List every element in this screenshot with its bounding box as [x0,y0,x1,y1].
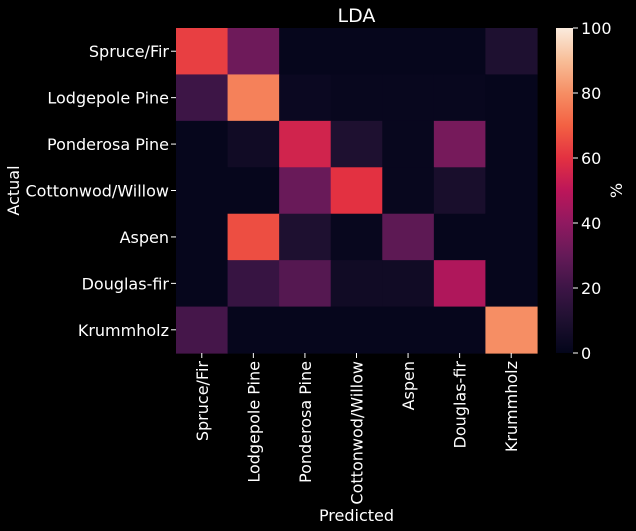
heatmap-cell [227,213,280,261]
y-axis-ticks: Spruce/Fir Lodgepole Pine Ponderosa Pine Co… [25,42,176,340]
heatmap-cell [330,120,383,168]
heatmap-cell [330,260,383,308]
heatmap-cell [382,260,435,308]
x-tick-label: Ponderosa Pine [296,361,315,483]
heatmap-cell [433,120,487,168]
heatmap-cell [279,306,332,354]
x-axis-title: Predicted [319,506,394,525]
x-axis-ticks: Spruce/Fir Lodgepole Pine Ponderosa Pine Co… [193,353,521,505]
x-tick-label: Krummholz [502,361,521,452]
y-tick-label: Cottonwod/Willow [25,182,169,201]
heatmap-cell [279,260,332,308]
y-tick-label: Krummholz [78,321,169,340]
heatmap-cell [382,120,435,168]
colorbar-tick-label: 0 [581,344,591,363]
heatmap-cell [382,213,435,261]
heatmap-cell [433,260,487,308]
heatmap-cell [382,167,435,215]
chart-title: LDA [338,5,376,27]
x-tick-label: Cottonwod/Willow [347,361,366,505]
heatmap-cell [176,260,229,308]
heatmap-cell [485,74,538,122]
colorbar-tick-label: 40 [581,214,601,233]
x-tick-label: Lodgepole Pine [244,361,263,483]
heatmap-cell [382,306,435,354]
heatmap-cell [227,28,280,76]
y-axis-title: Actual [4,165,23,215]
heatmap-cell [227,306,280,354]
colorbar-tick-label: 60 [581,149,601,168]
heatmap-cell [176,306,229,354]
heatmap-cell [227,74,280,122]
heatmap-cell [485,28,538,76]
colorbar-tick-label: 20 [581,279,601,298]
y-tick-label: Ponderosa Pine [47,135,169,154]
heatmap-cell [485,260,538,308]
heatmap-cell [382,74,435,122]
colorbar [556,28,573,354]
colorbar-label: % [607,183,626,198]
colorbar-tick-label: 100 [581,19,612,38]
heatmap-cell [433,213,487,261]
x-tick-label: Aspen [399,361,418,410]
heatmap-cell [279,167,332,215]
heatmap-cell [279,74,332,122]
x-tick-label: Spruce/Fir [193,361,212,442]
heatmap-cell [176,213,229,261]
y-tick-label: Douglas-fir [82,274,170,293]
heatmap-cell [279,28,332,76]
heatmap-cell [433,306,487,354]
y-tick-label: Aspen [120,228,169,247]
heatmap-cell [176,120,229,168]
heatmap-cell [176,167,229,215]
y-tick-label: Lodgepole Pine [47,89,169,108]
heatmap-cell [227,120,280,168]
heatmap-cell [330,306,383,354]
y-tick-label: Spruce/Fir [89,42,170,61]
heatmap-cell [279,120,332,168]
colorbar-ticks: 0 20 40 60 80 100 [573,19,612,363]
colorbar-tick-label: 80 [581,84,601,103]
x-tick-label: Douglas-fir [451,361,470,449]
heatmap-cell [330,213,383,261]
heatmap-cell [227,167,280,215]
heatmap-cell [485,120,538,168]
heatmap-cell [433,167,487,215]
heatmap-cell [227,260,280,308]
heatmap-cells [176,28,538,354]
heatmap-cell [330,28,383,76]
heatmap-cell [382,28,435,76]
heatmap-cell [485,167,538,215]
heatmap-cell [485,306,538,354]
heatmap-cell [279,213,332,261]
heatmap-cell [433,28,487,76]
heatmap-cell [330,74,383,122]
heatmap-cell [176,28,229,76]
heatmap-cell [330,167,383,215]
heatmap-cell [176,74,229,122]
heatmap-cell [433,74,487,122]
heatmap-cell [485,213,538,261]
